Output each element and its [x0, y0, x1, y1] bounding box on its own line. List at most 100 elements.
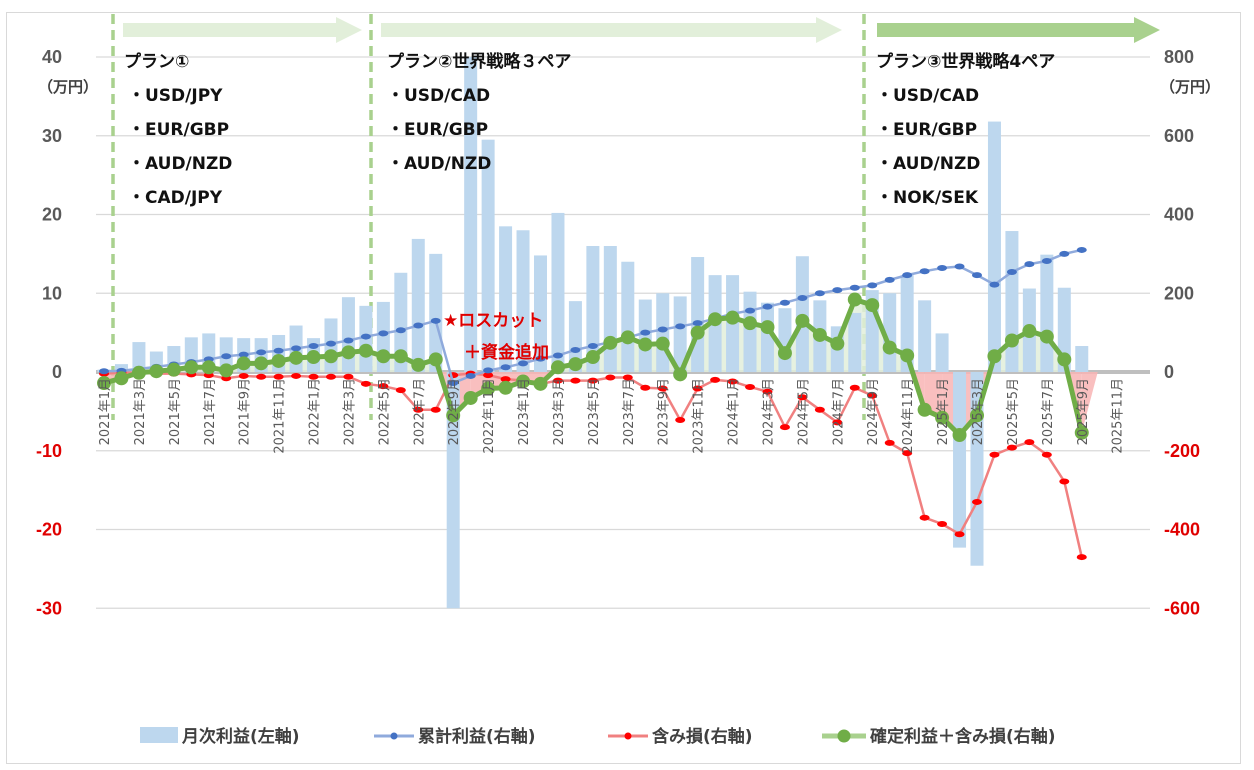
x-axis-tick-label: 2021年7月 — [203, 378, 218, 445]
realized-plus-unrealized-point — [795, 313, 810, 328]
bar — [411, 238, 425, 372]
cumulative-profit-point — [1076, 246, 1087, 253]
unrealized-loss-point — [413, 406, 424, 413]
x-axis-tick-label: 2021年5月 — [168, 378, 183, 445]
bar — [586, 246, 600, 372]
cumulative-profit-point — [937, 265, 948, 272]
plan-pair: ・USD/CAD — [387, 86, 490, 106]
realized-plus-unrealized-point — [323, 349, 338, 364]
plan-pair: ・AUD/NZD — [128, 154, 232, 174]
unrealized-loss-point — [1076, 554, 1087, 561]
bar — [132, 342, 146, 372]
bar — [481, 139, 495, 372]
unrealized-loss-point — [570, 377, 581, 384]
cumulative-profit-point — [221, 353, 232, 360]
unrealized-loss-point — [395, 387, 406, 394]
unrealized-loss-point — [779, 424, 790, 431]
chart-frame — [6, 12, 1241, 764]
cumulative-profit-point — [343, 337, 354, 344]
cumulative-profit-point — [919, 268, 930, 275]
realized-plus-unrealized-point — [882, 340, 897, 355]
x-axis-tick-label: 2024年7月 — [831, 378, 846, 445]
unrealized-loss-point — [1024, 439, 1035, 446]
unrealized-loss-point — [954, 531, 965, 538]
x-axis-tick-label: 2021年11月 — [273, 378, 288, 454]
unrealized-loss-point — [500, 376, 511, 383]
bar — [429, 253, 443, 372]
cumulative-profit-point — [884, 276, 895, 283]
realized-plus-unrealized-point — [289, 350, 304, 365]
bar — [394, 272, 408, 372]
plan1-arrow — [123, 17, 362, 43]
unrealized-loss-point — [937, 520, 948, 527]
cumulative-profit-point — [797, 294, 808, 301]
bar — [621, 261, 635, 372]
cumulative-profit-point — [902, 272, 913, 279]
unrealized-loss-point — [430, 406, 441, 413]
plan-pair: ・EUR/GBP — [128, 120, 229, 140]
area-segment — [470, 372, 489, 398]
legend: 月次利益(左軸) 累計利益(右軸) 含み損(右軸) 確定利益＋含み損(右軸) — [140, 726, 1056, 747]
realized-plus-unrealized-point — [550, 360, 565, 375]
realized-plus-unrealized-point — [708, 312, 723, 327]
realized-plus-unrealized-point — [725, 310, 740, 325]
cumulative-profit-point — [256, 349, 267, 356]
x-axis-tick-label: 2023年11月 — [692, 378, 707, 454]
realized-plus-unrealized-point — [900, 348, 915, 363]
realized-plus-unrealized-point — [236, 356, 251, 371]
bar — [516, 230, 530, 372]
unrealized-loss-point — [884, 439, 895, 446]
cumulative-profit-point — [1059, 250, 1070, 257]
cumulative-profit-point — [552, 352, 563, 359]
realized-plus-unrealized-point — [743, 316, 758, 331]
cumulative-profit-point — [308, 343, 319, 350]
x-axis-tick-label: 2025年1月 — [936, 378, 951, 445]
cumulative-profit-point — [972, 272, 982, 279]
x-axis-tick-label: 2022年7月 — [412, 378, 427, 445]
x-axis-tick-label: 2024年9月 — [866, 378, 881, 445]
realized-plus-unrealized-point — [812, 327, 827, 342]
realized-plus-unrealized-point — [620, 330, 635, 345]
cumulative-profit-point — [1041, 257, 1052, 264]
cumulative-profit-point — [430, 317, 441, 324]
fund-addition-annotation: ＋資金追加 — [464, 342, 549, 363]
plan-pair: ・USD/JPY — [128, 86, 223, 106]
realized-plus-unrealized-point — [271, 353, 286, 368]
x-axis-tick-label: 2025年9月 — [1076, 378, 1091, 445]
unrealized-loss-point — [849, 384, 860, 391]
unrealized-loss-point — [692, 385, 703, 392]
unrealized-loss-point — [640, 384, 651, 391]
bar — [760, 302, 774, 372]
plan-pair: ・NOK/SEK — [876, 188, 979, 208]
unrealized-loss-point — [238, 372, 249, 379]
bar — [848, 312, 862, 372]
realized-plus-unrealized-point — [865, 298, 880, 313]
realized-plus-unrealized-point — [533, 376, 548, 391]
unrealized-loss-point — [675, 417, 686, 424]
unrealized-loss-point — [273, 373, 284, 380]
unrealized-loss-point — [308, 373, 319, 380]
x-axis-tick-label: 2024年5月 — [796, 378, 811, 445]
unrealized-loss-point — [727, 378, 738, 385]
cumulative-profit-point — [675, 323, 686, 330]
realized-plus-unrealized-point — [376, 349, 391, 364]
cumulative-profit-point — [500, 364, 511, 371]
unrealized-loss-point — [972, 498, 982, 505]
unrealized-loss-point — [483, 372, 494, 379]
realized-plus-unrealized-point — [446, 408, 461, 423]
realized-plus-unrealized-point — [219, 363, 234, 378]
right-axis-tick-label: -400 — [1164, 520, 1200, 540]
realized-plus-unrealized-point — [131, 365, 146, 380]
cumulative-profit-point — [395, 327, 406, 334]
cumulative-profit-point — [657, 326, 668, 333]
plan-title: プラン②世界戦略３ペア — [387, 51, 571, 72]
x-axis-tick-label: 2024年11月 — [901, 378, 916, 454]
realized-plus-unrealized-point — [1074, 425, 1089, 440]
cumulative-profit-point — [570, 346, 581, 353]
x-axis-tick-label: 2022年5月 — [377, 378, 392, 445]
bar — [900, 275, 914, 372]
x-axis-tick-label: 2022年3月 — [342, 378, 357, 445]
legend-label: 月次利益(左軸) — [181, 726, 300, 747]
cumulative-profit-point — [745, 307, 756, 314]
